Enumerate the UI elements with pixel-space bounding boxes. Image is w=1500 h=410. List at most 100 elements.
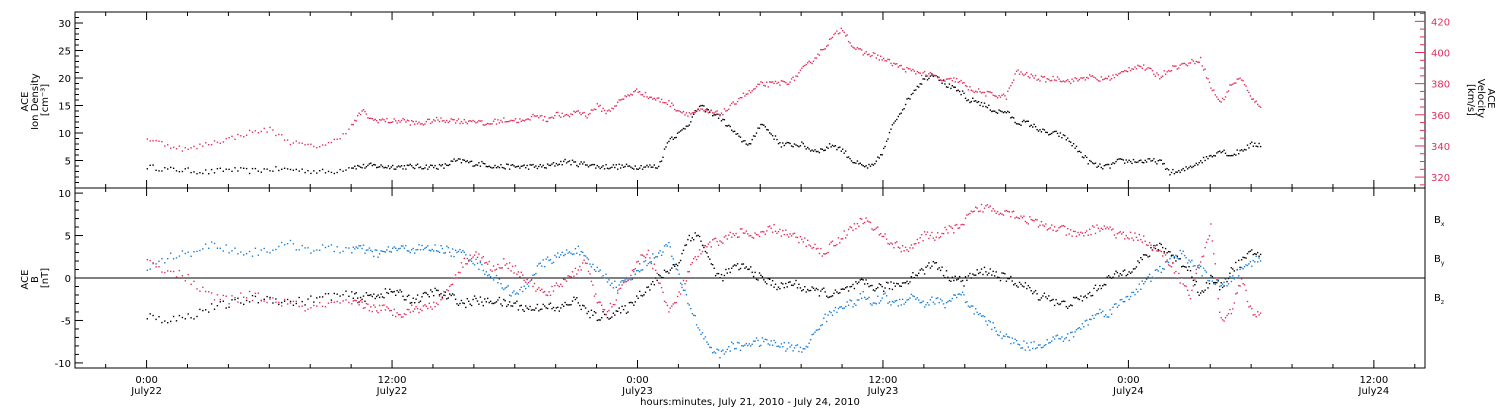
data-point — [446, 245, 448, 247]
data-point — [685, 112, 688, 114]
data-point — [342, 250, 344, 253]
data-point — [155, 139, 157, 142]
data-point — [922, 300, 924, 302]
data-point — [510, 295, 512, 297]
data-point — [618, 288, 620, 290]
data-point — [786, 234, 788, 236]
data-point — [172, 146, 175, 149]
data-point — [1172, 254, 1174, 256]
data-point — [470, 160, 473, 162]
data-point — [1143, 64, 1145, 66]
data-point — [228, 168, 230, 171]
data-point — [1150, 244, 1152, 246]
data-point — [487, 263, 489, 265]
data-point — [881, 235, 883, 238]
data-point — [807, 62, 809, 64]
data-point — [774, 135, 777, 137]
data-point — [687, 115, 689, 117]
data-point — [1245, 289, 1247, 292]
data-point — [932, 75, 934, 77]
data-point — [431, 121, 433, 123]
y-tick-label: 15 — [58, 102, 71, 113]
data-point — [1081, 232, 1084, 234]
data-point — [1099, 308, 1101, 311]
data-point — [865, 51, 867, 53]
data-point — [408, 294, 410, 296]
data-point — [697, 327, 699, 329]
data-point — [1112, 74, 1114, 76]
data-point — [717, 272, 720, 275]
data-point — [918, 272, 920, 274]
data-point — [982, 91, 984, 94]
data-point — [196, 288, 198, 290]
data-point — [821, 148, 823, 150]
data-point — [1229, 308, 1231, 311]
data-point — [257, 132, 259, 134]
data-point — [599, 167, 601, 170]
data-point — [1053, 79, 1056, 81]
data-point — [1115, 160, 1117, 163]
data-point — [362, 244, 365, 246]
data-point — [907, 283, 910, 285]
data-point — [739, 349, 742, 351]
data-point — [532, 285, 534, 288]
data-point — [1138, 65, 1140, 67]
data-point — [596, 302, 598, 304]
data-point — [184, 252, 186, 255]
data-point — [231, 170, 233, 172]
data-point — [1113, 76, 1116, 79]
data-point — [885, 238, 888, 240]
data-point — [1121, 71, 1123, 73]
data-point — [319, 296, 321, 298]
data-point — [411, 304, 413, 306]
data-point — [269, 170, 271, 172]
x-tick-label: 12:00 — [869, 375, 898, 386]
data-point — [310, 172, 312, 175]
data-point — [837, 146, 840, 149]
data-point — [907, 250, 910, 253]
data-point — [640, 94, 642, 96]
data-point — [659, 250, 661, 252]
data-point — [864, 283, 866, 285]
data-point — [950, 77, 952, 80]
data-point — [1033, 77, 1035, 79]
data-point — [1131, 68, 1133, 70]
data-point — [513, 165, 515, 167]
data-point — [484, 262, 486, 264]
data-point — [539, 262, 541, 264]
data-point — [1220, 317, 1222, 319]
data-point — [913, 89, 915, 92]
data-point — [1116, 158, 1119, 161]
data-point — [568, 304, 571, 306]
data-point — [1232, 275, 1234, 277]
data-point — [269, 126, 271, 129]
data-point — [977, 272, 980, 275]
data-point — [245, 167, 248, 170]
data-point — [904, 103, 907, 106]
data-point — [823, 287, 825, 289]
data-point — [558, 163, 560, 165]
data-point — [1144, 254, 1146, 256]
data-point — [1198, 267, 1200, 269]
data-point — [1156, 250, 1158, 252]
data-point — [934, 262, 936, 264]
data-point — [384, 309, 387, 311]
data-point — [983, 266, 986, 269]
data-point — [406, 308, 409, 311]
data-point — [942, 303, 945, 305]
data-point — [364, 306, 366, 309]
data-point — [1229, 155, 1231, 157]
data-point — [888, 301, 891, 303]
data-point — [850, 300, 853, 302]
data-point — [957, 227, 959, 229]
data-point — [807, 346, 809, 348]
data-point — [894, 300, 896, 302]
data-point — [574, 267, 577, 270]
data-point — [516, 165, 518, 168]
data-point — [1065, 234, 1067, 236]
data-point — [1067, 333, 1069, 335]
data-point — [802, 289, 804, 291]
data-point — [805, 291, 807, 293]
data-point — [934, 74, 936, 76]
data-point — [1094, 232, 1097, 235]
